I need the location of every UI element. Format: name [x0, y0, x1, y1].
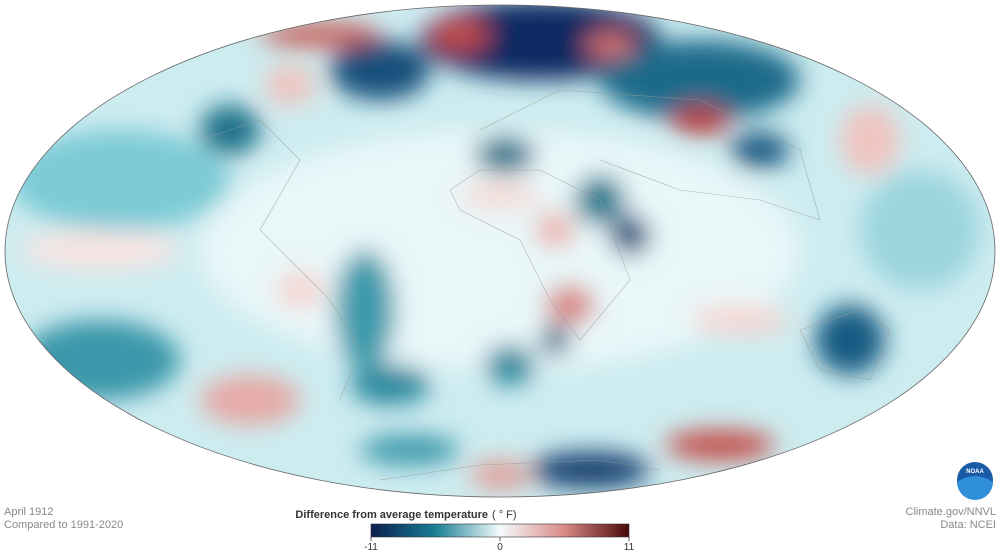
- legend-title: Difference from average temperature: [295, 509, 488, 521]
- period: April 1912: [4, 506, 54, 518]
- color-scale: [370, 523, 630, 538]
- scale-tick-label: -11: [364, 542, 378, 553]
- scale-tick-label: 11: [624, 542, 635, 553]
- source: Climate.gov/NNVL: [906, 506, 996, 518]
- globe-outline: [4, 4, 996, 498]
- legend-unit: ( ° F): [492, 509, 517, 521]
- noaa-logo: NOAA: [957, 462, 993, 500]
- scale-tick-label: 0: [497, 542, 503, 553]
- baseline: Compared to 1991-2020: [4, 519, 123, 531]
- temperature-map: [5, 5, 995, 497]
- data-credit: Data: NCEI: [940, 519, 996, 531]
- logo-text: NOAA: [966, 469, 984, 475]
